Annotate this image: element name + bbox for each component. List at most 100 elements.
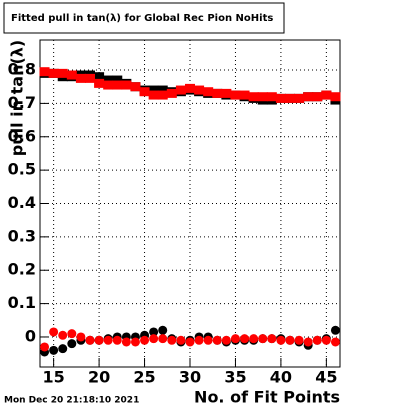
y-tick-label: 0.8 <box>8 60 36 79</box>
data-point <box>294 335 304 345</box>
data-point <box>103 335 113 345</box>
data-point <box>312 92 323 102</box>
data-point <box>94 72 105 82</box>
data-point <box>39 67 50 77</box>
data-point <box>330 337 340 347</box>
data-point <box>285 335 295 345</box>
data-point <box>230 90 241 100</box>
data-point <box>185 337 195 347</box>
data-point <box>103 75 114 85</box>
data-point <box>221 88 232 98</box>
data-point <box>58 344 68 354</box>
data-point <box>112 335 122 345</box>
data-point <box>130 337 140 347</box>
x-tick-label: 15 <box>43 368 65 387</box>
data-point <box>112 80 123 90</box>
data-point <box>276 335 286 345</box>
data-point <box>48 68 59 78</box>
title-box <box>3 2 285 34</box>
data-point <box>266 92 277 102</box>
data-point <box>66 70 77 80</box>
data-point <box>139 87 150 97</box>
data-point <box>94 78 105 88</box>
data-point <box>240 334 250 344</box>
data-point <box>57 68 68 78</box>
data-point <box>112 75 123 85</box>
data-point <box>49 345 59 355</box>
data-point <box>312 335 322 345</box>
timestamp: Mon Dec 20 21:18:10 2021 <box>4 396 139 406</box>
data-point <box>75 73 86 83</box>
chart-title: Fitted pull in tan(λ) for Global Rec Pio… <box>11 13 273 24</box>
data-point <box>330 92 341 102</box>
y-tick-label: 0 <box>25 326 36 345</box>
data-point <box>167 335 177 345</box>
y-tick-label: 0.1 <box>8 293 36 312</box>
data-point <box>40 342 50 352</box>
data-point <box>67 329 77 339</box>
data-point <box>285 93 295 103</box>
data-point <box>303 337 313 347</box>
data-point <box>330 325 340 335</box>
data-point <box>76 332 86 342</box>
y-tick-label: 0.6 <box>8 126 36 145</box>
data-point <box>321 335 331 345</box>
x-tick-label: 30 <box>179 368 201 387</box>
data-point <box>149 334 159 344</box>
data-point <box>166 88 177 98</box>
data-point <box>175 85 186 95</box>
data-point <box>67 339 77 349</box>
data-point <box>158 334 168 344</box>
data-point <box>130 82 141 92</box>
y-tick-label: 0.2 <box>8 260 36 279</box>
data-point <box>85 73 95 83</box>
y-tick-label: 0.4 <box>8 193 36 212</box>
x-tick-label: 40 <box>270 368 292 387</box>
data-point <box>148 85 159 95</box>
data-point <box>149 327 159 337</box>
data-point <box>258 334 268 344</box>
x-tick-label: 25 <box>133 368 155 387</box>
data-point <box>194 85 205 95</box>
data-point <box>185 83 195 93</box>
data-point <box>194 335 204 345</box>
y-tick-label: 0.5 <box>8 160 36 179</box>
data-point <box>49 327 59 337</box>
data-point <box>248 92 259 102</box>
data-point <box>321 90 332 100</box>
data-point <box>230 334 240 344</box>
x-tick-label: 35 <box>224 368 246 387</box>
data-point <box>294 93 305 103</box>
data-point <box>157 90 168 100</box>
data-point <box>121 337 131 347</box>
data-point <box>267 334 277 344</box>
data-point <box>94 335 104 345</box>
data-point <box>148 90 159 100</box>
data-point <box>121 80 132 90</box>
data-point <box>212 335 222 345</box>
x-axis-label: No. of Fit Points <box>194 388 340 407</box>
data-point <box>85 335 95 345</box>
x-tick-label: 20 <box>88 368 110 387</box>
data-point <box>157 85 168 95</box>
data-point <box>103 80 114 90</box>
data-point <box>212 88 223 98</box>
y-tick-label: 0.7 <box>8 93 36 112</box>
data-point <box>203 87 214 97</box>
data-point <box>257 92 268 102</box>
data-point <box>221 335 231 345</box>
data-point <box>176 335 186 345</box>
data-point <box>140 335 150 345</box>
data-point <box>158 325 168 335</box>
y-tick-label: 0.3 <box>8 226 36 245</box>
data-point <box>275 93 286 103</box>
data-point <box>239 90 250 100</box>
x-tick-label: 45 <box>315 368 337 387</box>
plot-border <box>39 39 341 368</box>
y-axis-label: pull in tan(λ) <box>8 40 27 156</box>
data-point <box>58 330 68 340</box>
data-point <box>203 335 213 345</box>
data-point <box>303 92 314 102</box>
data-point <box>249 334 259 344</box>
